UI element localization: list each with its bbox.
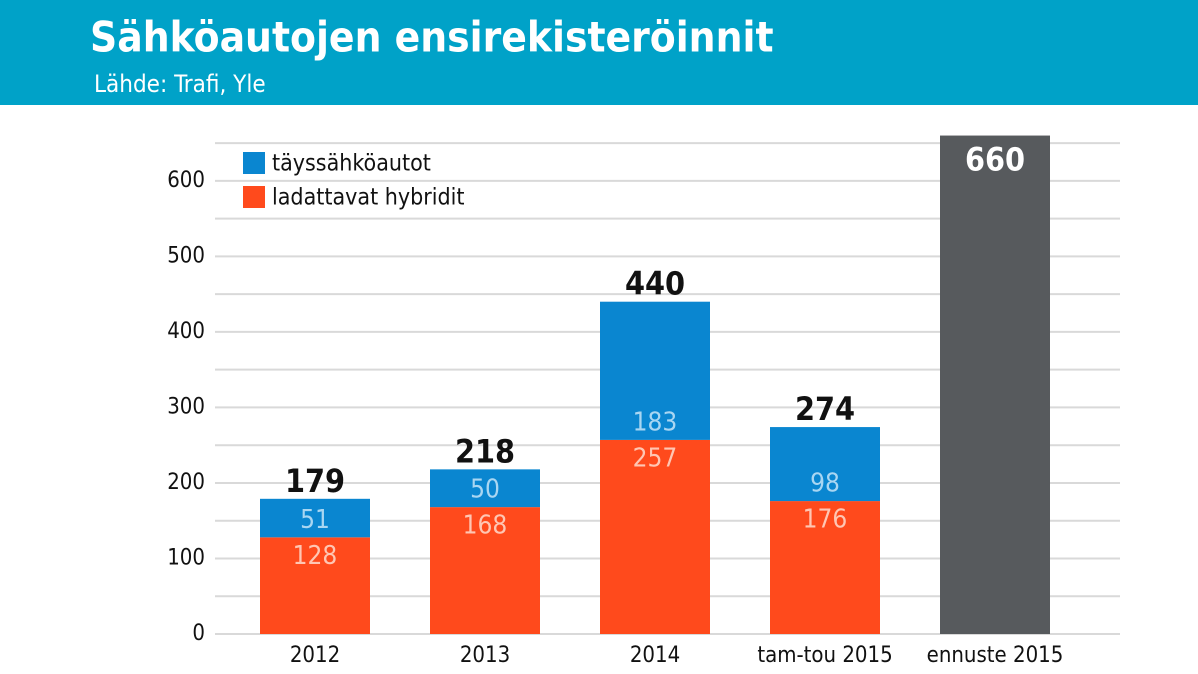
value-label: 50	[470, 475, 500, 505]
y-tick-label: 300	[167, 394, 205, 419]
value-label: 168	[463, 511, 508, 541]
bar-segment	[770, 427, 880, 502]
legend-swatch	[243, 186, 265, 208]
value-label: 128	[293, 541, 338, 571]
x-tick-label: 2013	[460, 643, 510, 668]
total-bar	[940, 135, 1050, 634]
x-tick-label: 2014	[630, 643, 680, 668]
value-label: 183	[633, 407, 678, 437]
y-tick-label: 400	[167, 319, 205, 344]
bar-segment	[430, 507, 540, 634]
bar-segment	[260, 498, 370, 538]
legend-label: täyssähköautot	[272, 151, 431, 177]
bar-segment	[260, 537, 370, 634]
total-label: 660	[965, 141, 1025, 179]
header-band	[0, 0, 1198, 105]
total-label: 218	[455, 432, 515, 470]
y-tick-label: 500	[167, 243, 205, 268]
total-label: 179	[285, 462, 345, 500]
value-label: 98	[810, 469, 840, 499]
value-label: 176	[803, 505, 848, 535]
bar-segment	[600, 301, 710, 440]
legend-swatch	[243, 152, 265, 174]
legend-label: ladattavat hybridit	[272, 185, 465, 211]
chart-title: Sähköautojen ensirekisteröinnit	[90, 13, 774, 62]
x-tick-label: tam-tou 2015	[757, 643, 892, 668]
chart-subtitle: Lähde: Trafi, Yle	[94, 70, 266, 98]
bar-segment	[430, 469, 540, 508]
value-label: 51	[300, 505, 330, 535]
value-label: 257	[633, 443, 678, 473]
y-tick-label: 100	[167, 545, 205, 570]
y-tick-label: 600	[167, 168, 205, 193]
y-tick-label: 0	[192, 621, 205, 646]
x-tick-label: 2012	[290, 643, 340, 668]
bar-segment	[600, 439, 710, 634]
total-label: 440	[625, 265, 685, 303]
y-tick-label: 200	[167, 470, 205, 495]
bar-segment	[770, 501, 880, 634]
x-tick-label: ennuste 2015	[927, 643, 1064, 668]
total-label: 274	[795, 390, 855, 428]
